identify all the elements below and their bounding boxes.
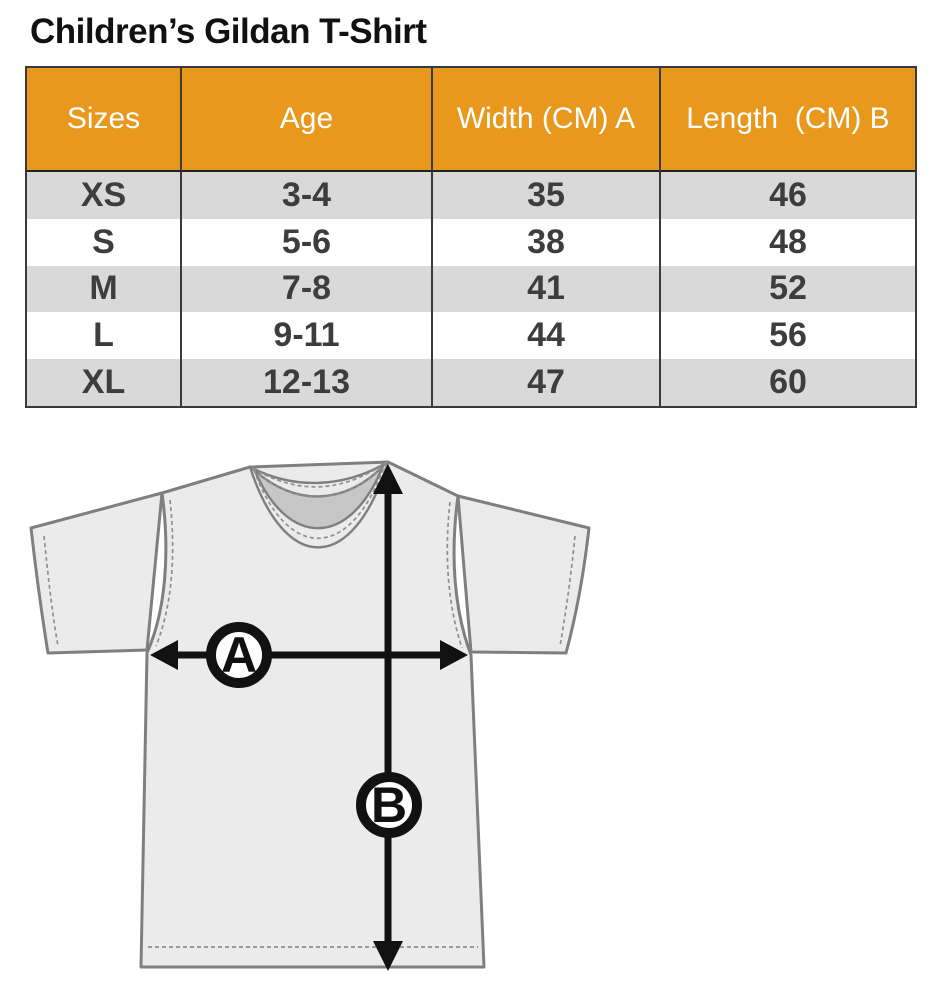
left-armhole-stitch	[155, 499, 174, 647]
collar-back-upper-stitch	[251, 461, 388, 488]
cell-l-size: L	[27, 312, 182, 360]
length-label: B	[371, 777, 407, 833]
tshirt-body	[139, 460, 486, 969]
tshirt-stitching	[43, 461, 576, 948]
left-sleeve-stitch	[43, 535, 59, 647]
cell-s-length: 48	[661, 218, 915, 266]
size-chart-table: Sizes Age Width (CM) A Length (CM) B XS …	[25, 66, 917, 408]
length-arrow-bottom-head	[373, 941, 403, 971]
header-cell-sizes: Sizes	[27, 68, 182, 172]
width-arrow-right-head	[440, 640, 468, 670]
cell-xl-length: 60	[661, 359, 915, 406]
cell-s-width: 38	[433, 218, 661, 266]
tshirt-collar-front-band	[248, 460, 390, 549]
length-label-badge: B	[356, 772, 422, 838]
header-cell-width: Width (CM) A	[433, 68, 661, 172]
cell-xs-age: 3-4	[182, 172, 433, 219]
collar-front-stitch	[253, 463, 386, 539]
cell-l-length: 56	[661, 312, 915, 360]
tshirt-right-sleeve	[456, 494, 591, 655]
cell-xs-size: XS	[27, 172, 182, 219]
cell-xs-width: 35	[433, 172, 661, 219]
length-label-circle	[356, 772, 422, 838]
cell-l-age: 9-11	[182, 312, 433, 360]
cell-xl-age: 12-13	[182, 359, 433, 406]
width-label-badge: A	[206, 622, 272, 688]
header-cell-age: Age	[182, 68, 433, 172]
cell-m-age: 7-8	[182, 265, 433, 313]
cell-xl-size: XL	[27, 359, 182, 406]
width-label: A	[221, 627, 257, 683]
width-label-circle	[206, 622, 272, 688]
width-arrow-left-head	[150, 640, 178, 670]
cell-m-size: M	[27, 265, 182, 313]
cell-l-width: 44	[433, 312, 661, 360]
tshirt-measurement-diagram: A B	[29, 460, 591, 971]
page-title: Children’s Gildan T-Shirt	[30, 12, 427, 51]
cell-xl-width: 47	[433, 359, 661, 406]
cell-s-age: 5-6	[182, 218, 433, 266]
right-sleeve-stitch	[559, 535, 576, 647]
cell-s-size: S	[27, 218, 182, 266]
length-arrow	[373, 464, 403, 971]
cell-m-width: 41	[433, 265, 661, 313]
length-arrow-top-head	[373, 464, 403, 494]
cell-xs-length: 46	[661, 172, 915, 219]
tshirt-left-sleeve	[29, 491, 164, 655]
cell-m-length: 52	[661, 265, 915, 313]
right-armhole-stitch	[446, 501, 463, 649]
header-cell-length: Length (CM) B	[661, 68, 915, 172]
